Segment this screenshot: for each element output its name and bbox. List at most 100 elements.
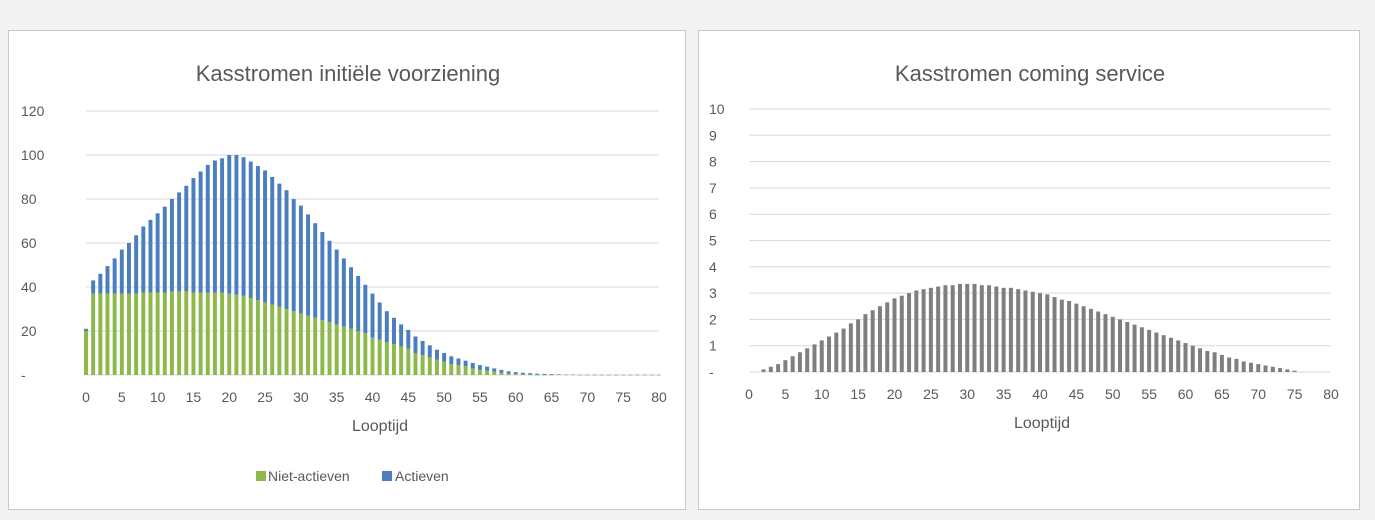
x-tick-label: 15	[850, 386, 866, 402]
bar-niet-actieven-48	[427, 357, 432, 375]
x-tick-label: 0	[745, 386, 753, 402]
x-tick-label: 35	[996, 386, 1012, 402]
bar-value-32	[979, 285, 984, 372]
bar-actieven-1	[91, 280, 96, 294]
bar-niet-actieven-30	[298, 313, 303, 375]
bar-niet-actieven-15	[191, 292, 196, 375]
bar-value-37	[1016, 289, 1021, 372]
bar-actieven-65	[549, 374, 554, 375]
x-tick-label: 40	[1032, 386, 1048, 402]
bar-value-44	[1067, 300, 1072, 372]
x-tick-label: 80	[651, 389, 667, 405]
chart-panel-coming-service: Kasstromen coming service -1 2 3 4 5 6 7 8 9 10 0…	[698, 30, 1360, 510]
bar-value-49	[1103, 314, 1108, 372]
bar-value-19	[885, 302, 890, 372]
bar-niet-actieven-57	[492, 371, 497, 375]
bar-niet-actieven-63	[535, 374, 540, 376]
bar-actieven-13	[177, 192, 182, 292]
bar-niet-actieven-9	[148, 292, 153, 375]
bar-niet-actieven-3	[105, 293, 110, 375]
x-tick-label: 5	[781, 386, 789, 402]
bar-actieven-28	[284, 190, 289, 309]
x-tick-label: 55	[1141, 386, 1157, 402]
bar-value-65	[1219, 354, 1224, 372]
bar-value-43	[1059, 299, 1064, 372]
bar-actieven-18	[212, 160, 217, 293]
bar-niet-actieven-8	[141, 292, 146, 375]
x-tick-label: 10	[150, 389, 166, 405]
y-tick-label: 2	[709, 311, 717, 327]
y-tick-label: 6	[709, 206, 717, 222]
bar-actieven-8	[141, 226, 146, 293]
bar-niet-actieven-37	[349, 328, 353, 375]
bar-niet-actieven-12	[169, 291, 174, 375]
legend-label-actieven: Actieven	[395, 468, 449, 484]
y-tick-label: 9	[709, 127, 717, 143]
bar-actieven-53	[463, 360, 468, 367]
bar-value-67	[1234, 358, 1239, 372]
bar-niet-actieven-28	[284, 309, 289, 375]
bar-actieven-74	[614, 374, 618, 376]
bar-niet-actieven-36	[341, 326, 346, 375]
bar-niet-actieven-2	[98, 293, 103, 375]
bar-actieven-75	[621, 374, 626, 376]
bar-actieven-60	[513, 372, 518, 374]
bar-niet-actieven-60	[513, 373, 518, 375]
bar-value-16	[863, 314, 868, 372]
bar-value-27	[943, 285, 948, 372]
y-tick-label: 60	[21, 235, 37, 251]
bar-niet-actieven-43	[392, 344, 396, 375]
bar-niet-actieven-26	[270, 304, 275, 375]
bar-niet-actieven-35	[334, 324, 339, 375]
bar-niet-actieven-13	[177, 291, 182, 375]
y-tick-label: 7	[709, 180, 717, 196]
bar-actieven-17	[205, 164, 210, 293]
bar-value-13	[841, 328, 846, 372]
bar-value-5	[783, 360, 788, 372]
bar-niet-actieven-0	[84, 331, 88, 375]
bar-value-20	[892, 298, 897, 372]
bar-value-11	[827, 336, 832, 372]
bar-actieven-46	[413, 336, 418, 353]
bar-niet-actieven-47	[420, 355, 425, 375]
x-tick-label: 15	[186, 389, 202, 405]
bar-value-39	[1030, 291, 1035, 372]
bar-value-41	[1045, 294, 1050, 372]
y-tick-label: 5	[709, 233, 717, 249]
x-tick-label: 70	[580, 389, 596, 405]
bar-actieven-57	[492, 368, 497, 372]
x-tick-label: 20	[887, 386, 903, 402]
bar-actieven-43	[392, 317, 396, 345]
bar-value-45	[1074, 303, 1079, 372]
y-tick-label: 10	[709, 101, 725, 117]
legend-label-niet-actieven: Niet-actieven	[268, 468, 350, 484]
bar-niet-actieven-32	[313, 317, 318, 375]
bar-actieven-49	[434, 349, 439, 360]
bar-actieven-51	[449, 356, 454, 364]
y-tick-label: 120	[21, 103, 45, 119]
bar-value-75	[1292, 370, 1297, 372]
bar-value-17	[870, 310, 875, 372]
bar-value-59	[1176, 340, 1181, 372]
bar-value-29	[957, 283, 962, 372]
bar-actieven-11	[162, 206, 167, 293]
bar-actieven-66	[556, 374, 561, 375]
x-tick-label: 45	[1069, 386, 1085, 402]
bar-niet-actieven-58	[499, 372, 504, 375]
bar-niet-actieven-31	[306, 315, 311, 375]
bar-value-54	[1139, 327, 1144, 372]
bar-actieven-10	[155, 213, 160, 293]
bar-actieven-12	[169, 199, 174, 292]
x-tick-label: 65	[544, 389, 560, 405]
x-tick-label: 35	[329, 389, 345, 405]
bar-actieven-29	[291, 199, 296, 312]
bar-actieven-30	[298, 205, 303, 314]
bar-value-62	[1198, 348, 1203, 372]
bar-actieven-2	[98, 273, 103, 294]
bar-actieven-6	[127, 243, 131, 294]
bar-actieven-0	[84, 328, 88, 331]
x-tick-label: 50	[436, 389, 452, 405]
bar-actieven-33	[320, 232, 325, 320]
bar-value-61	[1190, 345, 1195, 372]
bar-actieven-58	[499, 369, 504, 373]
